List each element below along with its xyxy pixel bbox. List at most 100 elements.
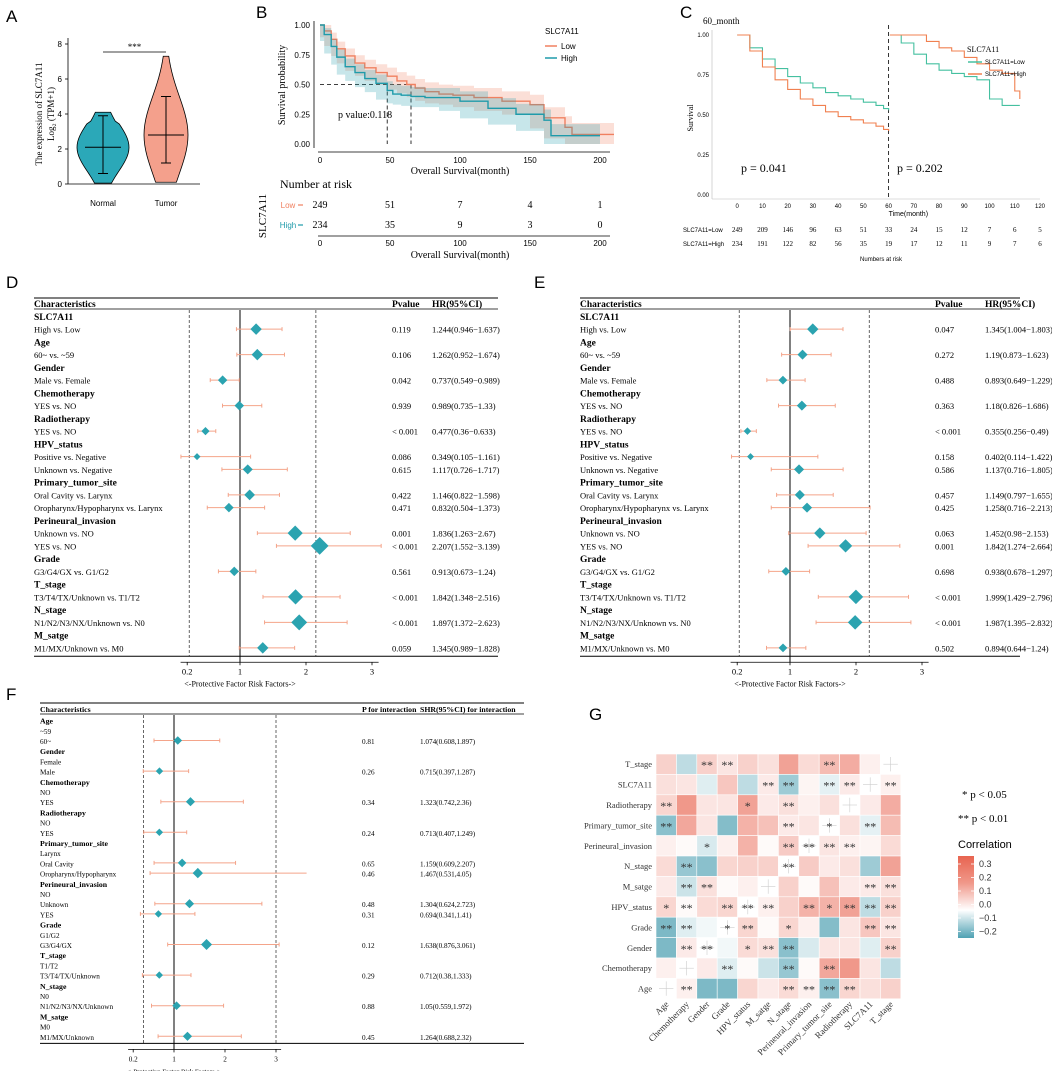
y-tick-label: 0.25 xyxy=(294,110,310,119)
sig-star: ** xyxy=(660,921,672,935)
hr-ci: 1.452(0.98−2.153) xyxy=(985,529,1049,539)
sig-star: ** xyxy=(681,860,693,874)
point-estimate xyxy=(229,566,239,577)
sig-star: ** xyxy=(762,779,774,793)
sig-star: * xyxy=(826,819,832,833)
y-tick-label: 1.00 xyxy=(294,21,310,30)
row-label: SLC7A11 xyxy=(618,780,652,790)
p-value: 0.48 xyxy=(362,901,375,909)
heatmap-cell xyxy=(859,794,881,816)
heatmap-cell xyxy=(757,855,779,877)
risk-value: 234 xyxy=(313,220,328,231)
risk-value: 6 xyxy=(1038,240,1042,248)
row-label: N1/N2/N3/NX/Unknown vs. N0 xyxy=(580,618,691,628)
p-value: 0.425 xyxy=(935,503,954,513)
point-estimate xyxy=(848,589,864,605)
row-label: ~59 xyxy=(40,728,51,736)
risk-row-label: Low xyxy=(281,201,296,210)
hr-ci: 1.467(0.531,4.05) xyxy=(420,871,472,879)
risk-value: 249 xyxy=(313,200,328,211)
heatmap-cell xyxy=(839,814,861,836)
risk-value: 234 xyxy=(732,240,743,248)
heatmap-cell xyxy=(880,814,902,836)
row-label: Perineural_invasion xyxy=(584,841,653,851)
group-label: Gender xyxy=(580,364,611,374)
sig-star: ** xyxy=(823,962,835,976)
heatmap-cell xyxy=(798,957,820,979)
heatmap-cell xyxy=(737,978,759,1000)
sig-star: ** xyxy=(823,983,835,997)
risk-value: 17 xyxy=(910,240,918,248)
x-tick-label: 200 xyxy=(593,156,607,165)
row-label: M_satge xyxy=(623,882,653,892)
x-tick-label: Normal xyxy=(90,199,116,208)
row-label: 60~ vs. ~59 xyxy=(580,350,620,360)
heatmap-cell xyxy=(737,835,759,857)
y-tick-label: 0 xyxy=(58,180,63,189)
sig-star: ** xyxy=(783,962,795,976)
row-label: Age xyxy=(638,984,652,994)
heatmap-cell xyxy=(737,753,759,775)
hr-ci: 0.402(0.114−1.422) xyxy=(985,452,1052,462)
x-tick-label: 10 xyxy=(759,204,766,210)
p-value: < 0.001 xyxy=(935,592,961,602)
point-estimate xyxy=(193,453,201,461)
p-value: 0.615 xyxy=(392,465,411,475)
hr-ci: 1.258(0.716−2.213) xyxy=(985,503,1052,513)
col-header-characteristics: Characteristics xyxy=(34,300,96,310)
km-curve-high-before xyxy=(737,34,890,131)
hr-ci: 1.264(0.688,2.32) xyxy=(420,1034,472,1042)
x-tick-label: 70 xyxy=(911,204,918,210)
risk-value: 19 xyxy=(885,240,893,248)
ci-band-high xyxy=(320,25,600,144)
col-header-hr: HR(95%CI) xyxy=(985,299,1035,310)
risk-x-tick: 0 xyxy=(318,239,323,248)
group-label: Primary_tumor_site xyxy=(580,479,663,489)
group-label: Grade xyxy=(40,921,62,930)
p-value: 0.88 xyxy=(362,1003,375,1011)
row-label: G1/G2 xyxy=(40,932,60,940)
row-label: T1/T2 xyxy=(40,962,58,970)
p-value: 0.26 xyxy=(362,769,375,777)
row-label: YES xyxy=(40,799,54,807)
row-label: YES vs. NO xyxy=(580,401,622,411)
sig-star: ** xyxy=(681,983,693,997)
heatmap-cell xyxy=(716,814,738,836)
group-label: M_satge xyxy=(40,1012,69,1021)
heatmap-cell xyxy=(839,916,861,938)
legend-tick-label: −0.2 xyxy=(979,927,997,937)
heatmap-cell xyxy=(676,835,698,857)
hr-ci: 1.18(0.826−1.686) xyxy=(985,401,1049,411)
row-label: N1/N2/N3/NX/Unknown vs. N0 xyxy=(34,618,145,628)
sig-star: ** xyxy=(823,779,835,793)
row-label: Primary_tumor_site xyxy=(584,820,652,830)
y-tick-label: 4 xyxy=(58,110,63,119)
legend-colorbar xyxy=(958,856,974,938)
point-estimate xyxy=(172,1001,181,1010)
heatmap-cell xyxy=(696,916,718,938)
p-value: 0.46 xyxy=(362,871,375,879)
risk-value: 122 xyxy=(782,240,793,248)
sig-star: ** xyxy=(803,983,815,997)
point-estimate xyxy=(838,539,853,553)
risk-value: 4 xyxy=(528,200,533,211)
row-label: HPV_status xyxy=(611,902,652,912)
row-label: M1/MX/Unknown xyxy=(40,1034,94,1042)
group-label: N_stage xyxy=(580,606,612,616)
sig-star: ** xyxy=(885,881,897,895)
p-value: 0.422 xyxy=(392,490,411,500)
point-estimate xyxy=(794,489,805,500)
row-label: T3/T4/TX/Unknown xyxy=(40,973,100,981)
legend-tick-label: 0.2 xyxy=(979,873,992,883)
sig-star: ** xyxy=(783,942,795,956)
row-label: M0 xyxy=(40,1024,50,1032)
heatmap-cell xyxy=(859,835,881,857)
row-label: Unknown vs. NO xyxy=(580,529,640,539)
point-estimate xyxy=(287,525,303,541)
row-label: Oral Cavity xyxy=(40,860,74,868)
risk-value: 96 xyxy=(809,226,817,234)
p-value: 0.119 xyxy=(392,325,411,335)
group-label: Gender xyxy=(34,364,65,374)
hr-ci: 1.842(1.348−2.516) xyxy=(432,592,500,602)
x-tick-label: 150 xyxy=(523,156,537,165)
